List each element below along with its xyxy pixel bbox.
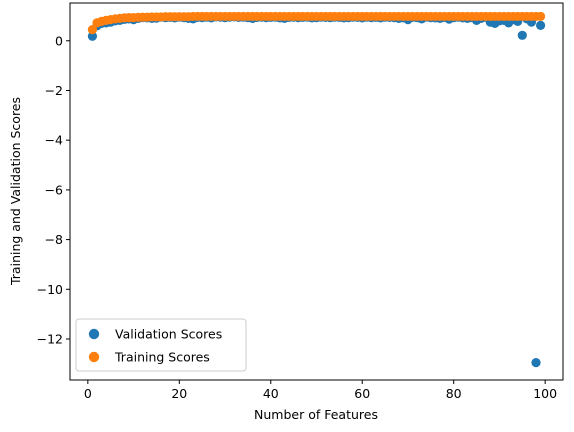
y-tick-label: −2: [45, 83, 63, 98]
legend-label-training: Training Scores: [114, 350, 210, 365]
y-axis-title: Training and Validation Scores: [8, 97, 23, 286]
training-point: [535, 11, 546, 22]
y-tick-label: 0: [55, 33, 63, 48]
legend-marker-training: [88, 351, 100, 363]
validation-point: [87, 31, 98, 41]
y-tick-label: −8: [45, 232, 63, 247]
x-axis-title: Number of Features: [254, 407, 378, 422]
x-tick-label: 0: [84, 386, 92, 401]
plot-area: [70, 3, 563, 380]
validation-point: [535, 20, 546, 30]
training-point: [87, 24, 98, 35]
y-tick-label: −12: [37, 331, 63, 346]
x-tick-label: 60: [354, 386, 370, 401]
x-tick-label: 20: [171, 386, 187, 401]
y-tick-label: −10: [37, 282, 63, 297]
x-axis: 0 20 40 60 80 100: [84, 380, 557, 401]
legend-box: [75, 318, 247, 372]
legend-label-validation: Validation Scores: [115, 327, 222, 342]
data-points: [87, 11, 546, 368]
x-tick-label: 40: [263, 386, 279, 401]
legend-marker-validation: [88, 328, 100, 340]
validation-point: [517, 30, 527, 40]
x-tick-label: 80: [446, 386, 462, 401]
y-tick-label: −4: [45, 133, 63, 148]
y-axis: −12 −10 −8 −6 −4 −2 0: [37, 33, 70, 346]
series-training: [87, 11, 546, 35]
validation-point: [531, 358, 541, 368]
y-tick-label: −6: [45, 182, 63, 197]
legend: Validation Scores Training Scores: [75, 318, 247, 372]
x-tick-label: 100: [533, 386, 557, 401]
plot-frame: [69, 2, 564, 381]
